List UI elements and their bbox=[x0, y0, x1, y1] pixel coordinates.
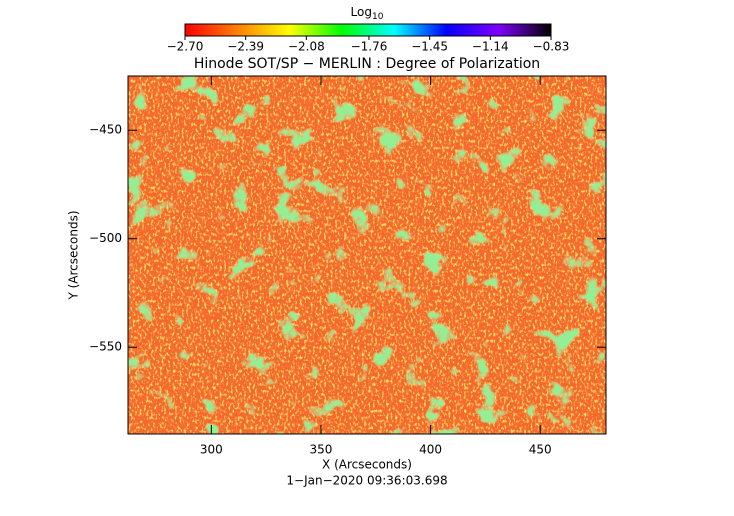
colorbar-tick-label: −1.45 bbox=[411, 40, 448, 54]
x-tick-label: 450 bbox=[529, 443, 552, 457]
image-map bbox=[128, 76, 606, 434]
plot-frame bbox=[127, 75, 607, 435]
y-tick-label: −550 bbox=[89, 340, 122, 354]
colorbar-tick-label: −1.14 bbox=[472, 40, 509, 54]
colorbar-tick-label: −2.08 bbox=[288, 40, 325, 54]
y-tick-label: −500 bbox=[89, 231, 122, 245]
y-tick-label: −450 bbox=[89, 123, 122, 137]
x-axis-label: X (Arcseconds) bbox=[322, 458, 412, 472]
x-tick-label: 400 bbox=[419, 443, 442, 457]
colorbar bbox=[184, 23, 552, 37]
colorbar-label: Log10 bbox=[351, 5, 384, 22]
colorbar-tick-label: −1.76 bbox=[351, 40, 388, 54]
colorbar-tick-label: −2.70 bbox=[167, 40, 204, 54]
x-tick-label: 300 bbox=[200, 443, 223, 457]
chart-title: Hinode SOT/SP − MERLIN : Degree of Polar… bbox=[194, 56, 540, 72]
colorbar-tick-label: −2.39 bbox=[227, 40, 264, 54]
y-axis-label: Y (Arcseconds) bbox=[67, 210, 81, 300]
colorbar-tick-label: −0.83 bbox=[533, 40, 570, 54]
x-tick-label: 350 bbox=[310, 443, 333, 457]
timestamp: 1−Jan−2020 09:36:03.698 bbox=[286, 474, 447, 488]
